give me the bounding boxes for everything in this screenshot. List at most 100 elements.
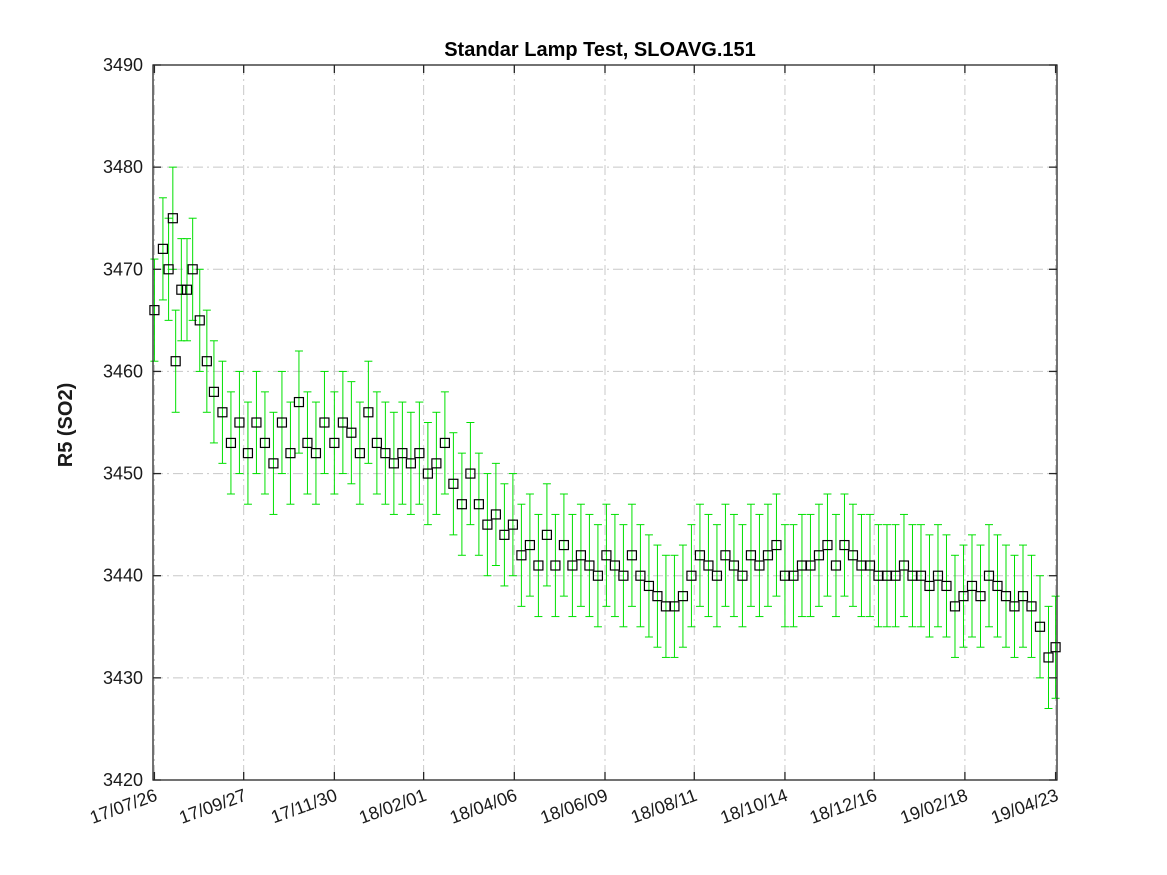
data-point-marker <box>575 550 587 561</box>
data-point-marker <box>524 539 536 551</box>
data-point-marker <box>533 560 544 571</box>
data-point-marker <box>822 539 833 551</box>
error-bar <box>874 524 883 628</box>
error-bar <box>1035 575 1044 679</box>
data-point-marker <box>992 580 1003 592</box>
error-bar <box>653 544 662 648</box>
error-bar <box>389 411 398 515</box>
data-point-marker <box>847 550 859 561</box>
data-point-marker <box>694 550 706 561</box>
data-point-marker <box>754 560 765 571</box>
data-point-marker <box>609 560 621 571</box>
data-point-marker <box>422 468 433 479</box>
error-bar <box>661 554 670 658</box>
data-point-marker <box>1017 591 1029 602</box>
error-bar <box>483 473 492 577</box>
y-tick-label: 3430 <box>103 668 143 688</box>
error-bar <box>602 503 611 607</box>
data-point-marker <box>898 560 910 571</box>
error-bar <box>559 493 568 597</box>
error-bar <box>269 411 278 515</box>
data-point-marker <box>1000 591 1012 602</box>
error-bar <box>491 462 500 566</box>
data-point-marker <box>208 386 220 397</box>
error-bar <box>627 503 636 607</box>
error-bar <box>806 513 815 618</box>
data-point-marker <box>975 591 986 602</box>
error-bar <box>729 513 738 618</box>
x-tick-label: 17/09/27 <box>176 785 249 828</box>
error-bar <box>202 309 211 413</box>
error-bar <box>542 483 551 587</box>
data-point-marker <box>490 509 501 520</box>
data-point-marker <box>1050 642 1061 653</box>
chart-title: Standar Lamp Test, SLOAVG.151 <box>444 39 756 61</box>
data-point-marker <box>346 427 357 438</box>
data-point-marker <box>473 499 484 510</box>
data-point-marker <box>635 570 646 581</box>
error-bar <box>925 534 934 638</box>
data-point-marker <box>397 448 408 459</box>
data-point-marker <box>677 591 689 602</box>
error-bar <box>534 513 543 618</box>
data-point-marker <box>626 550 638 561</box>
data-point-marker <box>439 437 450 449</box>
data-point-marker <box>431 458 442 469</box>
data-point-marker <box>839 539 850 551</box>
error-bar <box>415 401 424 505</box>
data-point-marker <box>194 315 205 326</box>
data-markers <box>149 213 1061 663</box>
error-bar <box>195 268 204 372</box>
data-point-marker <box>711 570 723 581</box>
data-point-marker <box>669 601 680 612</box>
error-bar <box>355 401 364 505</box>
data-point-marker <box>558 539 570 551</box>
error-bar <box>440 391 449 495</box>
data-point-marker <box>703 560 714 571</box>
error-bar <box>158 197 167 301</box>
error-bar <box>243 401 252 505</box>
data-point-marker <box>149 305 160 316</box>
data-point-marker <box>225 437 237 449</box>
error-bar <box>1044 605 1053 709</box>
error-bar <box>303 391 312 495</box>
error-bar <box>517 503 526 607</box>
error-bar <box>568 513 577 618</box>
x-tick-label: 18/02/01 <box>356 785 429 828</box>
error-bar <box>277 370 286 475</box>
error-bar <box>218 360 227 464</box>
error-bar <box>177 238 186 342</box>
error-bar <box>899 513 908 618</box>
error-bar <box>678 544 687 648</box>
data-point-marker <box>550 560 561 571</box>
x-tick-label: 18/06/09 <box>538 785 611 828</box>
error-bar <box>916 524 925 628</box>
error-bar <box>823 493 832 597</box>
error-bar <box>1027 554 1036 658</box>
error-bar <box>908 524 917 628</box>
error-bar <box>260 391 269 495</box>
data-point-marker <box>601 550 612 561</box>
data-point-marker <box>915 570 927 581</box>
data-point-marker <box>745 550 757 561</box>
error-bar <box>525 493 534 597</box>
error-bar <box>500 483 509 587</box>
data-point-marker <box>302 437 313 449</box>
error-bar <box>772 493 781 597</box>
error-bar <box>712 524 721 628</box>
error-bar <box>593 524 602 628</box>
data-point-marker <box>1026 601 1037 612</box>
error-bar <box>466 422 475 526</box>
error-bar <box>933 524 942 628</box>
data-point-marker <box>170 356 181 367</box>
data-point-marker <box>293 396 305 408</box>
data-point-marker <box>176 284 187 295</box>
error-bar <box>755 513 764 618</box>
data-point-marker <box>618 570 629 581</box>
error-bar <box>857 513 866 618</box>
error-bar <box>585 513 594 618</box>
data-point-marker <box>643 580 655 592</box>
error-bar <box>183 238 192 342</box>
data-point-marker <box>567 560 578 571</box>
